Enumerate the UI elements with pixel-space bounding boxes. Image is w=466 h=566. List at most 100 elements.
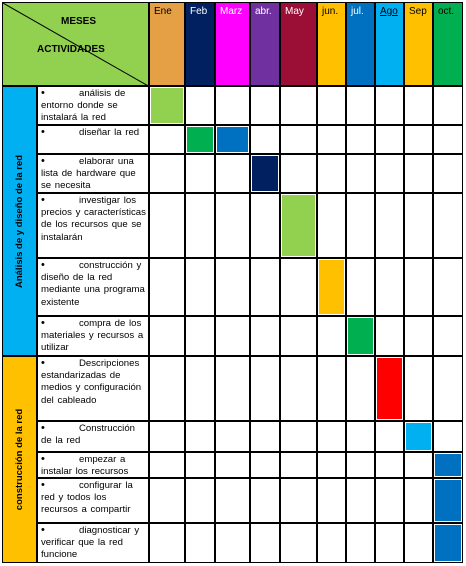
activity-cell: • diagnosticar y verificar que la red fun… — [37, 523, 149, 563]
bullet-icon: • — [41, 259, 45, 271]
bullet-icon: • — [41, 453, 45, 465]
schedule-cell — [317, 125, 346, 154]
schedule-cell — [149, 478, 185, 523]
schedule-cell — [215, 356, 250, 421]
schedule-mark — [435, 525, 461, 561]
bullet-icon: • — [41, 422, 45, 434]
schedule-mark — [187, 127, 213, 152]
schedule-cell — [433, 421, 463, 452]
schedule-cell — [280, 193, 317, 258]
schedule-cell — [149, 86, 185, 125]
phase-cell: construcción de la red — [2, 356, 37, 563]
activity-cell: • empezar a instalar los recursos — [37, 452, 149, 478]
schedule-cell — [250, 478, 280, 523]
schedule-cell — [375, 452, 404, 478]
schedule-cell — [346, 356, 375, 421]
schedule-cell — [280, 421, 317, 452]
schedule-cell — [250, 421, 280, 452]
schedule-cell — [404, 523, 433, 563]
schedule-mark — [151, 88, 183, 123]
schedule-cell — [375, 86, 404, 125]
activity-label: diagnosticar y verificar que la red func… — [41, 525, 140, 561]
schedule-cell — [185, 316, 215, 356]
schedule-cell — [346, 452, 375, 478]
schedule-cell — [280, 258, 317, 316]
schedule-mark — [435, 480, 461, 521]
activity-cell: • construcción y diseño de la red mediant… — [37, 258, 149, 316]
schedule-mark — [252, 156, 278, 191]
schedule-cell — [317, 421, 346, 452]
activity-cell: • elaborar una lista de hardware que se n… — [37, 154, 149, 193]
schedule-cell — [280, 316, 317, 356]
schedule-cell — [433, 316, 463, 356]
schedule-cell — [317, 316, 346, 356]
schedule-cell — [149, 316, 185, 356]
schedule-cell — [185, 154, 215, 193]
month-header-cell: Marz — [215, 2, 250, 86]
bullet-icon: • — [41, 155, 45, 167]
activity-cell: • análisis de entorno donde se instalará … — [37, 86, 149, 125]
schedule-cell — [317, 258, 346, 316]
schedule-cell — [404, 452, 433, 478]
month-header-cell: Ene — [149, 2, 185, 86]
schedule-cell — [317, 154, 346, 193]
schedule-cell — [280, 356, 317, 421]
schedule-cell — [317, 452, 346, 478]
schedule-cell — [185, 452, 215, 478]
schedule-cell — [346, 523, 375, 563]
schedule-cell — [215, 452, 250, 478]
schedule-cell — [317, 478, 346, 523]
schedule-cell — [346, 193, 375, 258]
activity-label: Descripciones estandarizadas de medios y… — [41, 358, 142, 406]
bullet-icon: • — [41, 126, 45, 138]
bullet-icon: • — [41, 317, 45, 329]
month-header-cell: abr. — [250, 2, 280, 86]
schedule-cell — [280, 478, 317, 523]
schedule-cell — [433, 523, 463, 563]
month-header-cell: jun. — [317, 2, 346, 86]
activity-cell: • Descripciones estandarizadas de medios … — [37, 356, 149, 421]
schedule-cell — [280, 452, 317, 478]
schedule-cell — [346, 86, 375, 125]
schedule-cell — [149, 193, 185, 258]
phase-cell: Análisis de y diseño de la red — [2, 86, 37, 356]
schedule-cell — [346, 478, 375, 523]
schedule-cell — [250, 356, 280, 421]
schedule-cell — [215, 86, 250, 125]
month-header-cell: jul. — [346, 2, 375, 86]
schedule-cell — [433, 356, 463, 421]
phase-label: construcción de la red — [14, 408, 25, 511]
activity-label: investigar los precios y características… — [41, 195, 146, 243]
activity-cell: • compra de los materiales y recursos a u… — [37, 316, 149, 356]
activity-label: configurar la red y todos los recursos a… — [41, 480, 133, 516]
schedule-cell — [250, 452, 280, 478]
activity-label: análisis de entorno donde se instalará l… — [41, 88, 126, 124]
schedule-cell — [185, 125, 215, 154]
schedule-cell — [317, 86, 346, 125]
schedule-cell — [185, 356, 215, 421]
schedule-cell — [404, 125, 433, 154]
schedule-cell — [250, 125, 280, 154]
schedule-cell — [404, 356, 433, 421]
schedule-cell — [185, 193, 215, 258]
month-header-cell: May — [280, 2, 317, 86]
schedule-cell — [346, 125, 375, 154]
month-header-cell: Ago — [375, 2, 404, 86]
bullet-icon: • — [41, 87, 45, 99]
header-actividades-label: ACTIVIDADES — [37, 44, 105, 55]
schedule-cell — [250, 523, 280, 563]
schedule-cell — [185, 478, 215, 523]
bullet-icon: • — [41, 524, 45, 536]
activity-label: diseñar la red — [79, 127, 140, 138]
schedule-cell — [280, 154, 317, 193]
header-corner-cell: MESES ACTIVIDADES — [2, 2, 150, 87]
month-header-cell: Feb — [185, 2, 215, 86]
phase-label: Análisis de y diseño de la red — [14, 154, 26, 288]
schedule-cell — [250, 193, 280, 258]
bullet-icon: • — [41, 479, 45, 491]
bullet-icon: • — [41, 194, 45, 206]
schedule-cell — [250, 258, 280, 316]
schedule-mark — [217, 127, 248, 152]
schedule-cell — [433, 125, 463, 154]
schedule-cell — [375, 478, 404, 523]
